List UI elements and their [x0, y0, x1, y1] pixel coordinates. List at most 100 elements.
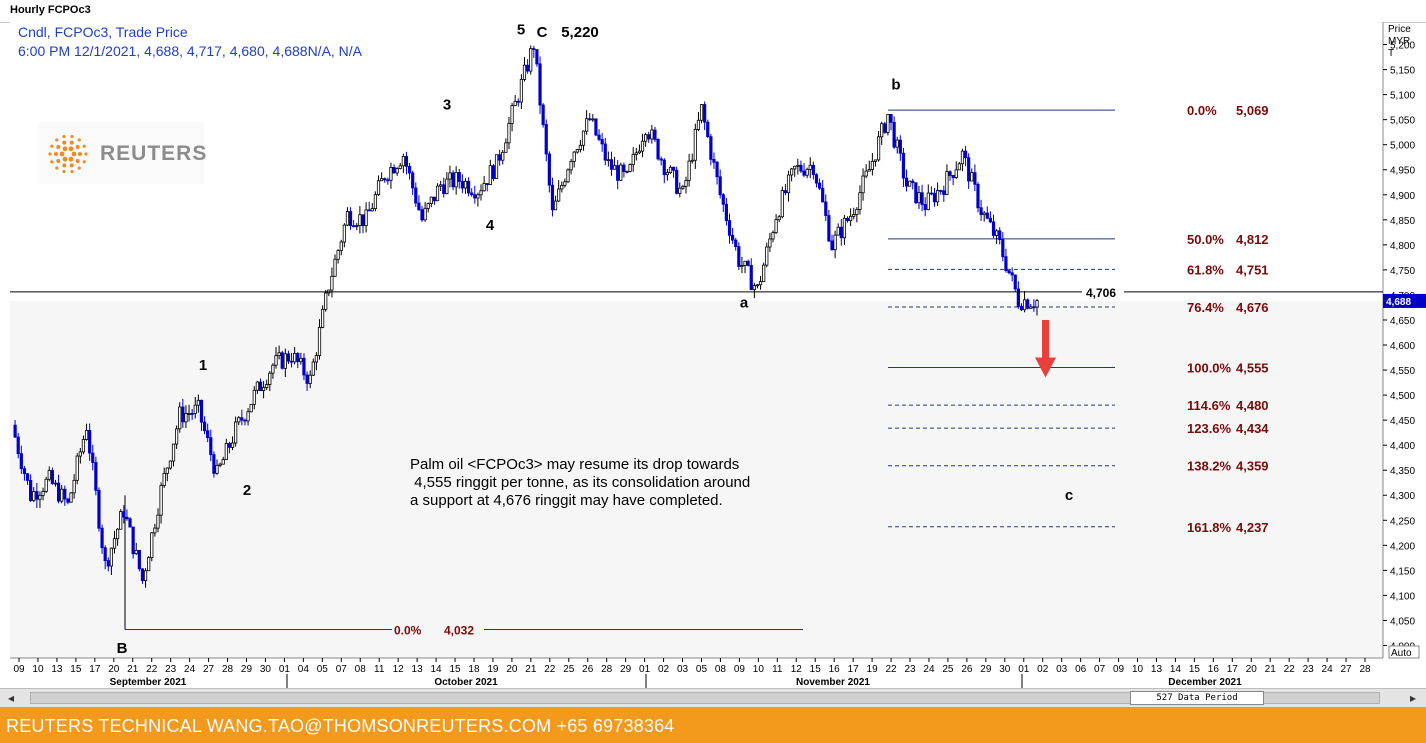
candle-body	[190, 413, 194, 415]
candle-body	[178, 406, 182, 430]
fib-level-pct: 161.8%	[1187, 520, 1232, 535]
fib-level-pct: 138.2%	[1187, 459, 1232, 474]
candle-body	[594, 118, 598, 136]
candle-body	[221, 459, 225, 465]
candle-body	[13, 424, 17, 438]
candle-body	[342, 224, 346, 243]
candle-body	[429, 196, 433, 204]
candle-body	[321, 308, 325, 328]
scroll-right-icon[interactable]: ▸	[1409, 691, 1417, 705]
support-line-label: 4,706	[1086, 286, 1116, 300]
candle-body	[979, 207, 983, 215]
candle-body	[367, 209, 371, 212]
price-tick-label: 5,000	[1390, 141, 1415, 152]
data-period-label: 527 Data Period	[1130, 691, 1264, 705]
candle-body	[432, 196, 437, 202]
candle-body	[35, 491, 39, 500]
wave-label: b	[891, 77, 900, 94]
candle-body	[16, 436, 20, 455]
candle-body	[796, 164, 800, 167]
date-tick-label: 14	[431, 664, 443, 675]
candle-body	[91, 452, 95, 463]
logo-dot	[48, 152, 52, 156]
candle-body	[184, 413, 188, 423]
candle-body	[957, 163, 961, 171]
candle-body	[252, 389, 256, 405]
scroll-thumb[interactable]	[30, 692, 1380, 704]
logo-dot	[62, 169, 66, 174]
candle-body	[330, 275, 334, 291]
candle-body	[1022, 299, 1027, 311]
candle-body	[75, 455, 79, 481]
reuters-logo-icon	[48, 134, 88, 174]
scroll-left-icon[interactable]: ◂	[7, 691, 15, 705]
candle-body	[563, 181, 567, 186]
wave-label: 4	[486, 217, 495, 234]
candle-body	[696, 119, 701, 130]
candle-body	[721, 194, 725, 205]
date-tick-label: 20	[108, 664, 120, 675]
candle-body	[914, 182, 918, 204]
candle-body	[771, 232, 775, 240]
candle-body	[752, 285, 756, 291]
candle-body	[109, 547, 113, 567]
projection-arrow-shaft	[1042, 319, 1049, 358]
candle-body	[414, 187, 418, 204]
logo-dot	[50, 160, 54, 164]
candle-body	[569, 160, 573, 171]
candle-body	[66, 498, 70, 503]
logo-dot	[50, 144, 54, 148]
price-tick-label: 4,500	[1390, 391, 1415, 402]
chart-window-title: Hourly FCPOc3	[10, 4, 91, 16]
date-tick-label: 09	[13, 664, 25, 675]
candle-body	[439, 184, 443, 187]
candle-body	[612, 165, 617, 170]
wave-labels: 1 2 3 4 5 C 5,220 Ba b c	[117, 22, 1074, 657]
date-tick-label: 09	[734, 664, 746, 675]
candle-body	[72, 479, 76, 494]
price-tick-label: 4,300	[1390, 491, 1415, 502]
date-tick-label: 08	[715, 664, 727, 675]
candle-body	[861, 175, 865, 194]
logo-dot	[69, 163, 74, 168]
candle-body	[103, 547, 107, 562]
candle-body	[867, 169, 871, 172]
candle-body	[591, 118, 595, 121]
candle-body	[774, 219, 778, 234]
candle-body	[116, 528, 120, 540]
candle-body	[249, 403, 253, 413]
candle-body	[535, 49, 539, 65]
candle-body	[498, 154, 502, 161]
candle-body	[289, 360, 294, 363]
wave-label: C	[537, 24, 548, 41]
candle-body	[463, 180, 468, 189]
low-level-value: 4,032	[444, 623, 474, 637]
candle-body	[510, 105, 514, 124]
date-tick-label: 24	[1322, 664, 1334, 675]
wave-label: c	[1065, 487, 1073, 504]
candle-body	[960, 150, 965, 165]
candle-body	[640, 140, 645, 152]
logo-dot	[82, 160, 86, 164]
candle-body	[1029, 306, 1033, 309]
series-info-line2: 6:00 PM 12/1/2021, 4,688, 4,717, 4,680, …	[18, 43, 363, 59]
fibonacci-levels: 0.0% 5,069 50.0% 4,812 61.8% 4,751 76.4% 4,676 1…	[124, 103, 1269, 637]
candle-body	[1032, 306, 1036, 309]
candle-body	[600, 139, 604, 145]
logo-dot	[62, 156, 68, 162]
candle-body	[653, 129, 657, 140]
candle-body	[317, 327, 322, 356]
projection-arrow-head	[1035, 357, 1056, 378]
price-tick-label: 4,950	[1390, 166, 1415, 177]
price-chart[interactable]: PriceMYRT4,0004,0504,1004,1504,2004,2504…	[0, 22, 1426, 688]
candle-body	[963, 150, 968, 159]
chart-annotation: Palm oil <FCPOc3> may resume its drop to…	[410, 456, 751, 509]
candle-body	[94, 462, 98, 491]
date-tick-label: 02	[1037, 664, 1049, 675]
candle-body	[376, 180, 381, 196]
candle-body	[777, 216, 781, 221]
time-scrollbar[interactable]: ◂ ▸	[0, 688, 1426, 707]
candle-body	[609, 159, 614, 170]
candle-body	[255, 381, 259, 391]
candle-body	[299, 357, 303, 363]
